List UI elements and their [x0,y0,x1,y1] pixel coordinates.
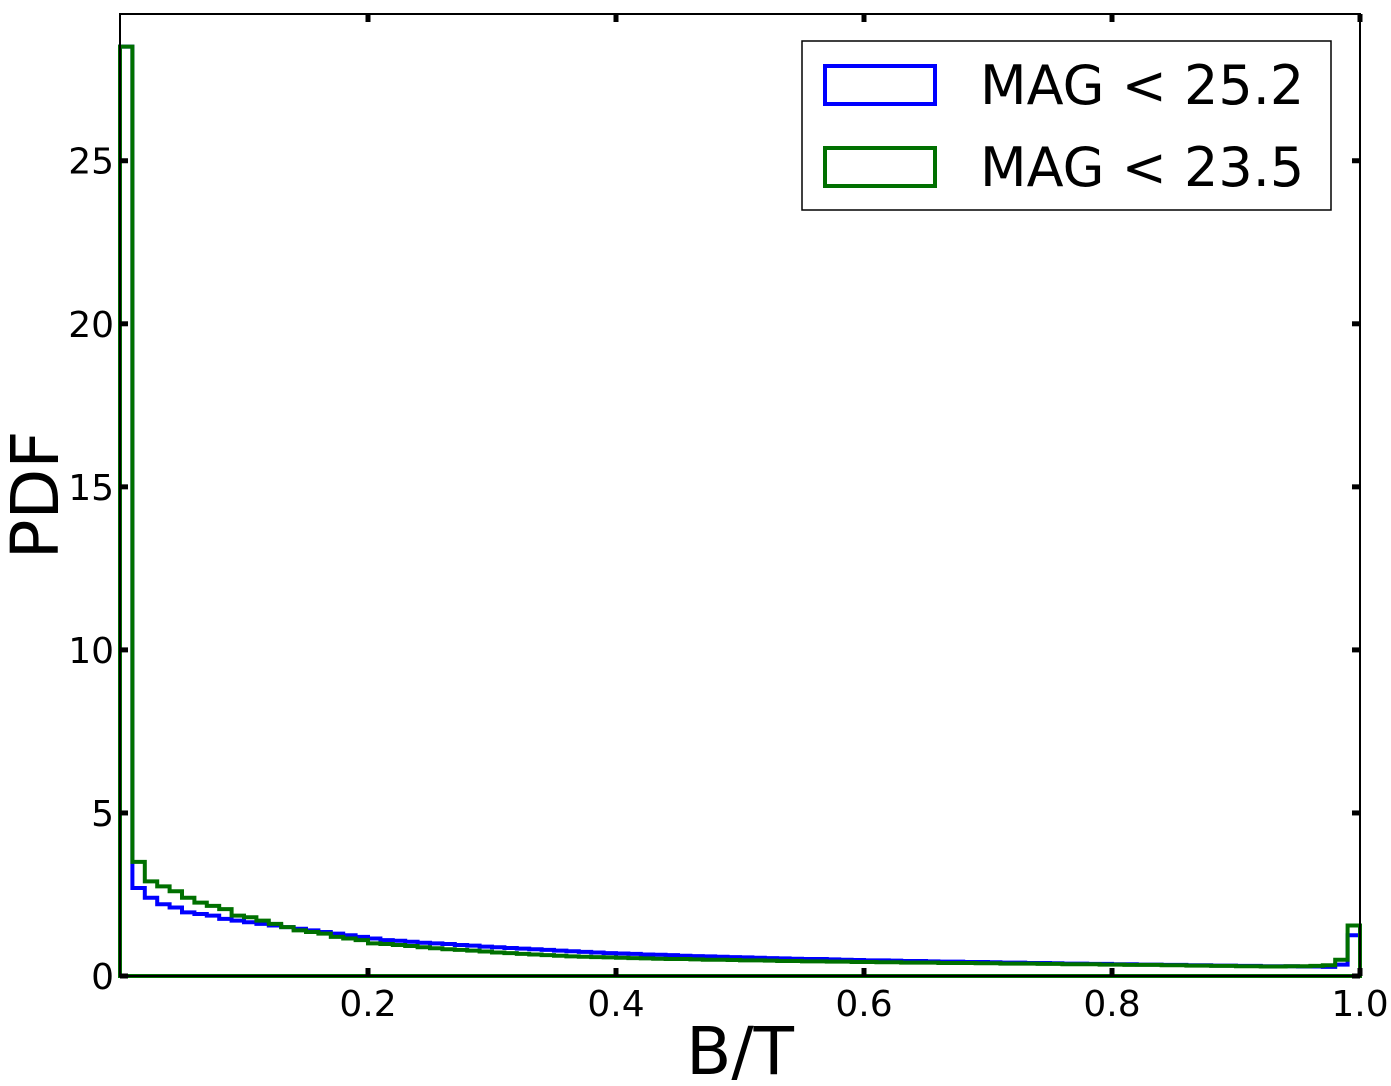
y-tick-label: 25 [68,142,114,183]
legend-swatch [823,64,937,106]
x-tick-label: 0.2 [339,984,396,1025]
legend-entry-label: MAG < 23.5 [980,136,1304,199]
plot-area [118,44,1362,978]
x-tick-label: 0.8 [1083,984,1140,1025]
y-tick-label: 5 [91,794,114,835]
legend-box [801,40,1332,211]
legend-entry-label: MAG < 25.2 [980,54,1304,117]
legend: MAG < 25.2 MAG < 23.5 [801,40,1332,211]
y-axis-label: PDF [0,431,74,560]
y-tick-label: 15 [68,468,114,509]
plot-frame [119,13,1361,977]
x-tick-label: 1.0 [1331,984,1388,1025]
series-1-step-line [118,44,1362,978]
x-axis-label: B/T [686,1013,795,1086]
x-tick-label: 0.4 [587,984,644,1025]
y-tick-label: 0 [91,957,114,998]
legend-swatch [823,146,937,188]
y-tick-label: 10 [68,631,114,672]
axis-ticks: 0.2 0.4 0.6 0.8 1.0 0 5 10 15 20 25 [68,14,1389,1025]
x-tick-label: 0.6 [835,984,892,1025]
y-tick-label: 20 [68,305,114,346]
